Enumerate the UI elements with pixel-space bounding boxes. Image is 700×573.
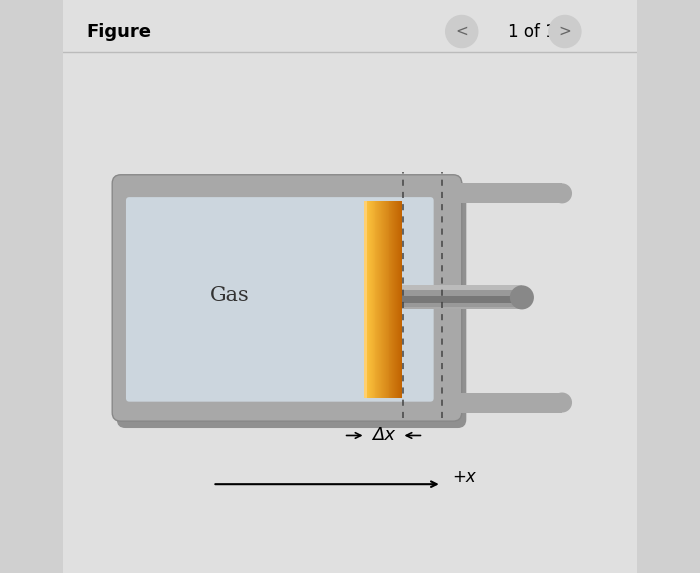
Bar xyxy=(372,201,373,398)
Circle shape xyxy=(510,285,534,309)
Bar xyxy=(399,201,400,398)
FancyBboxPatch shape xyxy=(126,197,434,402)
Bar xyxy=(396,201,397,398)
FancyBboxPatch shape xyxy=(117,182,466,428)
Bar xyxy=(389,201,391,398)
Bar xyxy=(383,201,384,398)
Bar xyxy=(386,201,388,398)
Circle shape xyxy=(552,183,572,203)
Text: 1 of 1: 1 of 1 xyxy=(508,22,555,41)
Bar xyxy=(382,201,383,398)
Bar xyxy=(385,201,386,398)
Bar xyxy=(402,290,522,296)
Bar xyxy=(378,201,379,398)
Text: +x: +x xyxy=(452,468,476,486)
Bar xyxy=(370,201,371,398)
Bar xyxy=(393,201,394,398)
Bar xyxy=(402,285,522,290)
Bar xyxy=(369,201,370,398)
Text: Δx: Δx xyxy=(372,426,395,445)
Bar xyxy=(450,183,562,203)
Bar xyxy=(389,201,390,398)
Circle shape xyxy=(552,393,572,413)
Circle shape xyxy=(446,15,478,48)
Bar xyxy=(364,201,365,398)
Bar xyxy=(371,201,372,398)
Bar xyxy=(400,201,401,398)
Bar xyxy=(367,201,368,398)
Bar xyxy=(380,201,382,398)
Circle shape xyxy=(549,15,581,48)
Text: Figure: Figure xyxy=(86,22,151,41)
Bar xyxy=(402,308,522,309)
Bar xyxy=(397,201,398,398)
Bar xyxy=(400,201,402,398)
Bar xyxy=(377,201,379,398)
Bar xyxy=(364,201,367,398)
Text: <: < xyxy=(456,24,468,39)
Bar xyxy=(384,201,385,398)
Bar xyxy=(365,201,367,398)
Bar xyxy=(398,201,399,398)
Text: Gas: Gas xyxy=(210,285,249,305)
Bar xyxy=(402,304,522,308)
Bar xyxy=(381,201,382,398)
Bar xyxy=(366,201,368,398)
Bar xyxy=(391,201,393,398)
Bar xyxy=(392,201,393,398)
Bar xyxy=(386,201,387,398)
Bar xyxy=(402,296,522,304)
Bar xyxy=(394,201,395,398)
Bar xyxy=(379,201,380,398)
Bar xyxy=(374,201,375,398)
Bar xyxy=(450,393,562,413)
Bar xyxy=(368,201,370,398)
Text: >: > xyxy=(559,24,571,39)
Bar xyxy=(372,201,374,398)
Bar xyxy=(374,201,376,398)
Bar xyxy=(395,201,396,398)
FancyBboxPatch shape xyxy=(112,175,462,421)
Bar xyxy=(375,201,377,398)
